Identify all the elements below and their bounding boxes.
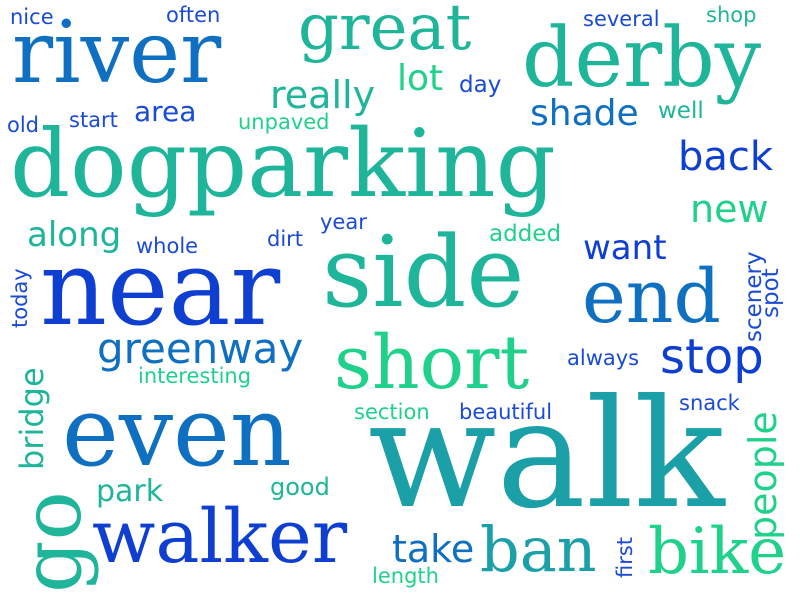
word-year: year bbox=[320, 210, 367, 234]
word-area: area bbox=[134, 95, 197, 128]
word-often: often bbox=[166, 3, 221, 27]
word-shop: shop bbox=[706, 3, 757, 27]
word-unpaved: unpaved bbox=[238, 110, 330, 134]
word-want: want bbox=[583, 228, 667, 268]
word-whole: whole bbox=[136, 234, 199, 258]
word-beautiful: beautiful bbox=[459, 400, 553, 424]
word-stop: stop bbox=[660, 329, 764, 385]
word-go: go bbox=[5, 491, 100, 593]
word-side: side bbox=[322, 216, 525, 330]
word-along: along bbox=[27, 215, 122, 255]
word-walker: walker bbox=[92, 494, 348, 580]
word-ban: ban bbox=[480, 513, 597, 586]
word-section: section bbox=[354, 400, 430, 424]
word-length: length bbox=[372, 564, 439, 588]
word-shade: shade bbox=[530, 93, 639, 134]
word-near: near bbox=[40, 227, 281, 349]
word-today: today bbox=[8, 268, 32, 328]
word-several: several bbox=[583, 7, 660, 31]
word-bridge: bridge bbox=[13, 367, 51, 470]
word-day: day bbox=[459, 72, 502, 98]
word-bike: bike bbox=[648, 515, 787, 589]
word-dogparking: dogparking bbox=[10, 110, 556, 219]
word-short: short bbox=[334, 320, 530, 406]
word-first: first bbox=[613, 536, 637, 578]
word-old: old bbox=[7, 113, 40, 137]
word-end: end bbox=[582, 254, 721, 340]
word-really: really bbox=[270, 73, 376, 117]
word-back: back bbox=[678, 134, 774, 180]
word-start: start bbox=[69, 108, 118, 132]
word-walk: walk bbox=[368, 368, 725, 542]
word-derby: derby bbox=[522, 11, 762, 106]
word-spot: spot bbox=[758, 268, 784, 318]
word-dirt: dirt bbox=[267, 227, 304, 251]
word-greenway: greenway bbox=[97, 324, 304, 373]
word-lot: lot bbox=[397, 58, 444, 99]
word-well: well bbox=[658, 98, 704, 124]
word-nice: nice bbox=[10, 5, 54, 29]
word-river: river bbox=[12, 3, 222, 103]
word-snack: snack bbox=[679, 391, 740, 415]
word-park: park bbox=[96, 474, 164, 509]
word-great: great bbox=[298, 0, 472, 65]
word-interesting: interesting bbox=[138, 364, 252, 388]
word-even: even bbox=[62, 376, 292, 488]
word-good: good bbox=[270, 473, 330, 501]
word-added: added bbox=[489, 221, 562, 247]
word-take: take bbox=[392, 527, 475, 571]
word-always: always bbox=[567, 346, 640, 370]
word-new: new bbox=[690, 187, 769, 231]
